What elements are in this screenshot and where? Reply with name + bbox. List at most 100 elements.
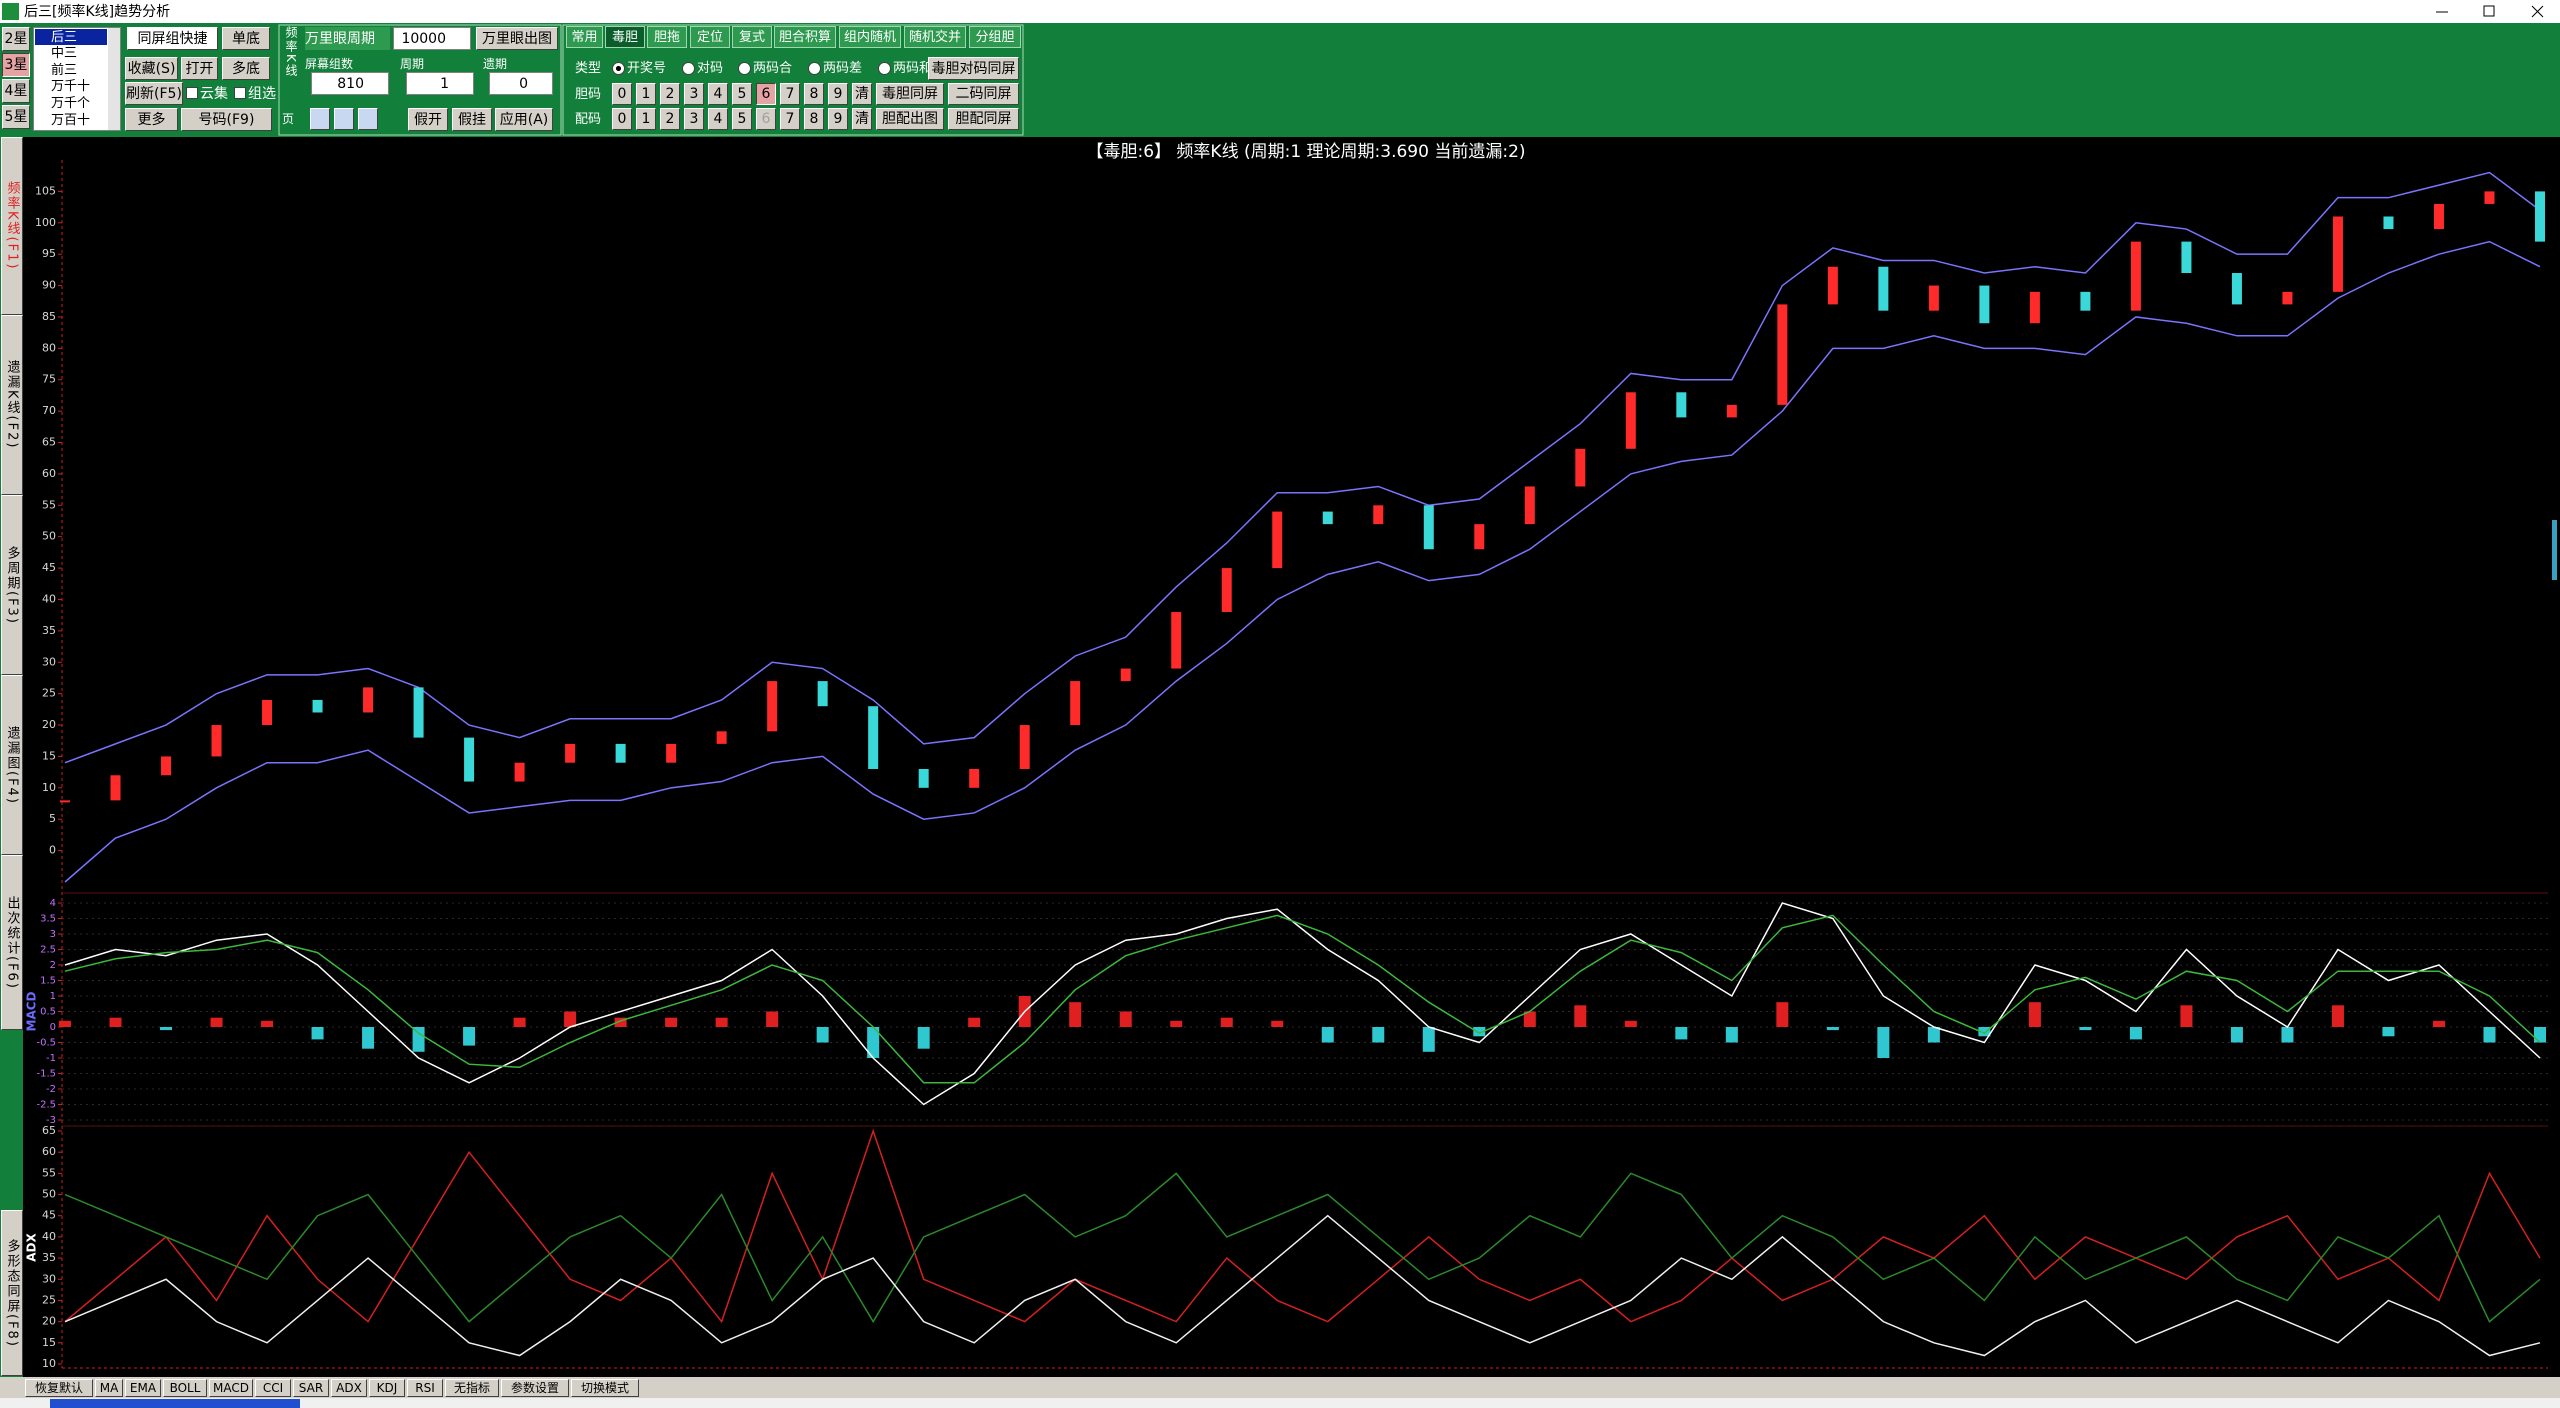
star-button[interactable]: 5星 bbox=[2, 105, 30, 129]
position-item[interactable]: 前三 bbox=[51, 62, 78, 78]
tab[interactable]: 胆合积算 bbox=[774, 26, 836, 48]
side-tab[interactable]: 遗漏图(F4) bbox=[1, 675, 23, 855]
digit-button[interactable]: 4 bbox=[708, 108, 728, 130]
side-tab[interactable]: 出次统计(F6) bbox=[1, 855, 23, 1030]
digit-button[interactable]: 9 bbox=[828, 108, 848, 130]
checkbox[interactable] bbox=[234, 87, 246, 99]
row-button[interactable]: 毒胆同屏 bbox=[876, 83, 944, 105]
indicator-button[interactable]: ADX bbox=[331, 1379, 367, 1397]
position-item[interactable]: 万百十 bbox=[51, 112, 91, 128]
digit-button[interactable]: 0 bbox=[612, 108, 632, 130]
digit-button[interactable]: 6 bbox=[756, 83, 776, 105]
digit-button[interactable]: 3 bbox=[684, 83, 704, 105]
digit-button[interactable]: 4 bbox=[708, 83, 728, 105]
tab[interactable]: 常用 bbox=[566, 26, 603, 48]
tab[interactable]: 毒胆 bbox=[605, 26, 645, 48]
action-button[interactable]: 应用(A) bbox=[495, 108, 553, 131]
indicator-button[interactable]: 参数设置 bbox=[501, 1379, 569, 1397]
tab[interactable]: 胆拖 bbox=[647, 26, 687, 48]
star-button[interactable]: 3星 bbox=[2, 53, 30, 77]
clear-button[interactable]: 清 bbox=[852, 83, 872, 105]
indicator-button[interactable]: 切换模式 bbox=[571, 1379, 639, 1397]
single-button[interactable]: 单底 bbox=[222, 27, 270, 50]
candle bbox=[817, 681, 828, 707]
nav-button[interactable] bbox=[334, 108, 354, 130]
indicator-button[interactable]: KDJ bbox=[369, 1379, 405, 1397]
digit-button[interactable]: 6 bbox=[756, 108, 776, 130]
star-button[interactable]: 4星 bbox=[2, 79, 30, 103]
digit-button[interactable]: 5 bbox=[732, 83, 752, 105]
indicator-button[interactable]: MACD bbox=[209, 1379, 253, 1397]
candle bbox=[2332, 216, 2343, 292]
row-button[interactable]: 胆配出图 bbox=[876, 108, 944, 130]
indicator-button[interactable]: 无指标 bbox=[445, 1379, 499, 1397]
tab[interactable]: 复式 bbox=[732, 26, 772, 48]
close-icon[interactable] bbox=[2531, 5, 2544, 18]
refresh-button[interactable]: 刷新(F5) bbox=[125, 82, 183, 105]
field-input[interactable]: 810 bbox=[311, 72, 389, 95]
position-item[interactable]: 万千十 bbox=[51, 79, 91, 95]
action-button[interactable]: 假开 bbox=[408, 108, 448, 131]
digit-button[interactable]: 2 bbox=[660, 108, 680, 130]
indicator-button[interactable]: 恢复默认 bbox=[25, 1379, 93, 1397]
indicator-button[interactable]: BOLL bbox=[163, 1379, 207, 1397]
side-tab[interactable]: 多形态同屏(F8) bbox=[1, 1210, 23, 1376]
position-item[interactable]: 后三 bbox=[35, 29, 107, 45]
action-button[interactable]: 假挂 bbox=[452, 108, 492, 131]
digit-button[interactable]: 9 bbox=[828, 83, 848, 105]
digit-button[interactable]: 1 bbox=[636, 83, 656, 105]
digit-button[interactable]: 7 bbox=[780, 83, 800, 105]
multi-button[interactable]: 多底 bbox=[222, 57, 270, 80]
checkbox[interactable] bbox=[186, 87, 198, 99]
list-scrollbar[interactable] bbox=[108, 28, 120, 130]
digit-button[interactable]: 8 bbox=[804, 108, 824, 130]
tab[interactable]: 随机交并 bbox=[904, 26, 966, 48]
open-button[interactable]: 打开 bbox=[181, 57, 218, 80]
star-button[interactable]: 2星 bbox=[2, 27, 30, 51]
radio[interactable] bbox=[738, 62, 751, 75]
digit-button[interactable]: 8 bbox=[804, 83, 824, 105]
nav-button[interactable] bbox=[358, 108, 378, 130]
indicator-button[interactable]: SAR bbox=[293, 1379, 329, 1397]
position-item[interactable]: 中三 bbox=[51, 46, 78, 62]
combo-box[interactable]: 同屏组快捷 bbox=[127, 27, 218, 50]
radio[interactable] bbox=[612, 62, 625, 75]
digit-button[interactable]: 5 bbox=[732, 108, 752, 130]
restore-icon[interactable] bbox=[2483, 5, 2495, 17]
field-input[interactable]: 1 bbox=[406, 72, 474, 95]
side-tab[interactable]: 遗漏K线(F2) bbox=[1, 315, 23, 495]
field-input[interactable]: 0 bbox=[489, 72, 553, 95]
radio[interactable] bbox=[682, 62, 695, 75]
digit-button[interactable]: 1 bbox=[636, 108, 656, 130]
indicator-button[interactable]: MA bbox=[95, 1379, 123, 1397]
indicator-button[interactable]: EMA bbox=[125, 1379, 161, 1397]
number-button[interactable]: 号码(F9) bbox=[181, 108, 272, 131]
nav-button[interactable] bbox=[310, 108, 330, 130]
type-button[interactable]: 毒胆对码同屏 bbox=[928, 57, 1019, 80]
eye-button[interactable]: 万里眼出图 bbox=[476, 27, 558, 50]
radio[interactable] bbox=[808, 62, 821, 75]
eye-input[interactable]: 10000 bbox=[393, 27, 471, 50]
clear-button[interactable]: 清 bbox=[852, 108, 872, 130]
histogram-bar bbox=[1927, 1027, 1940, 1043]
series-line bbox=[64, 240, 2541, 883]
tab[interactable]: 分组胆 bbox=[969, 26, 1021, 48]
radio[interactable] bbox=[878, 62, 891, 75]
favorite-button[interactable]: 收藏(S) bbox=[125, 57, 178, 80]
row-button[interactable]: 胆配同屏 bbox=[948, 108, 1019, 130]
indicator-button[interactable]: CCI bbox=[255, 1379, 291, 1397]
more-button[interactable]: 更多 bbox=[125, 108, 178, 131]
tab[interactable]: 定位 bbox=[690, 26, 730, 48]
side-tab[interactable]: 多周期(F3) bbox=[1, 495, 23, 675]
indicator-button[interactable]: RSI bbox=[407, 1379, 443, 1397]
histogram-bar bbox=[1473, 1027, 1486, 1037]
digit-button[interactable]: 7 bbox=[780, 108, 800, 130]
tab[interactable]: 组内随机 bbox=[839, 26, 901, 48]
digit-button[interactable]: 3 bbox=[684, 108, 704, 130]
row-button[interactable]: 二码同屏 bbox=[948, 83, 1019, 105]
side-tab[interactable]: 频率K线(F1) bbox=[1, 137, 23, 315]
digit-button[interactable]: 0 bbox=[612, 83, 632, 105]
position-item[interactable]: 万千个 bbox=[51, 95, 91, 111]
digit-button[interactable]: 2 bbox=[660, 83, 680, 105]
y-tick-label: 30 bbox=[42, 655, 56, 668]
